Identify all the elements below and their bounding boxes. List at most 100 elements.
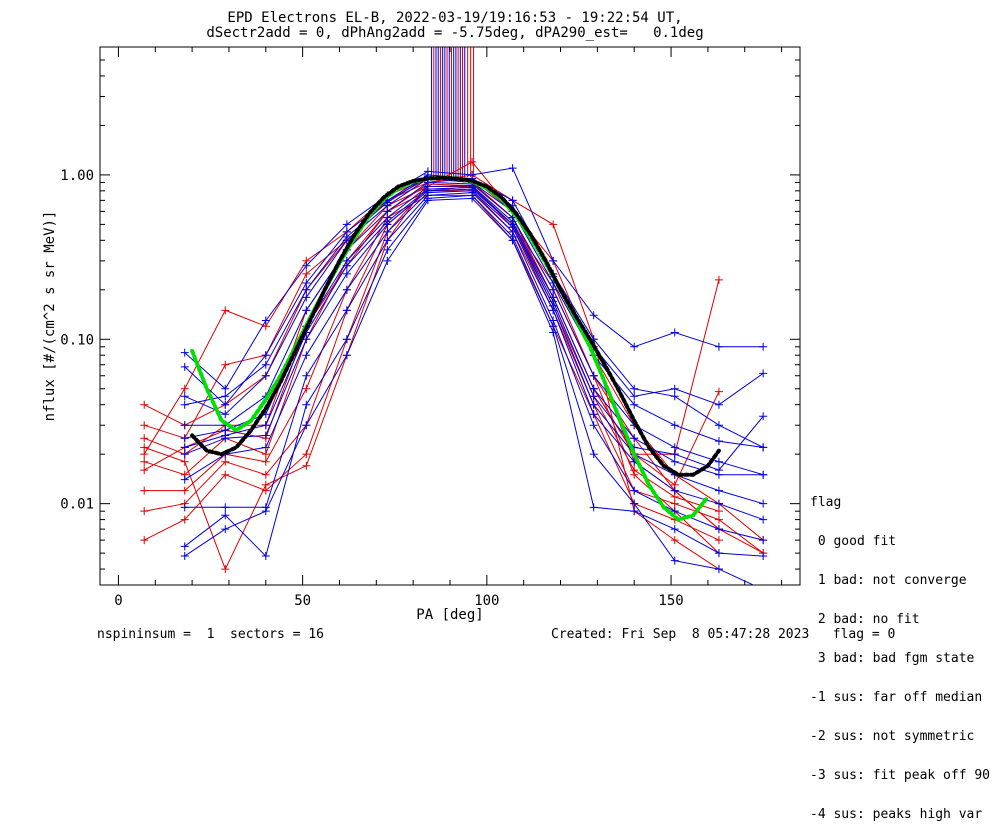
data-point-marker — [589, 421, 598, 430]
data-point-marker — [670, 443, 679, 452]
data-point-marker — [589, 400, 598, 409]
data-point-marker — [221, 457, 230, 466]
data-point-marker — [342, 285, 351, 294]
data-point-marker — [180, 503, 189, 512]
data-point-marker — [670, 536, 679, 545]
data-point-marker — [302, 261, 311, 270]
series-line — [184, 167, 764, 390]
data-point-marker — [714, 421, 723, 430]
data-point-marker — [759, 536, 768, 545]
data-point-marker — [670, 328, 679, 337]
data-point-marker — [714, 466, 723, 475]
black-fit-curve — [190, 175, 721, 477]
data-point-marker — [221, 503, 230, 512]
data-point-marker — [714, 515, 723, 524]
data-point-marker — [759, 412, 768, 421]
data-point-marker — [549, 328, 558, 337]
data-point-marker — [630, 466, 639, 475]
data-point-marker — [630, 486, 639, 495]
data-point-marker — [140, 466, 149, 475]
x-tick-label: 150 — [658, 593, 683, 609]
data-point-marker — [302, 278, 311, 287]
data-point-marker — [508, 236, 517, 245]
data-point-marker — [221, 525, 230, 534]
x-tick-label: 0 — [114, 593, 122, 609]
data-point-marker — [670, 556, 679, 565]
data-point-marker — [221, 360, 230, 369]
x-tick-label: 50 — [294, 593, 311, 609]
data-point-marker — [261, 360, 270, 369]
data-point-marker — [221, 511, 230, 520]
data-point-marker — [670, 450, 679, 459]
y-tick-label: 0.10 — [60, 332, 94, 348]
data-point-marker — [180, 384, 189, 393]
data-point-marker — [180, 475, 189, 484]
series-line — [144, 185, 720, 554]
data-point-marker — [589, 311, 598, 320]
data-point-marker — [342, 220, 351, 229]
legend-item: -2 sus: not symmetric — [810, 729, 975, 744]
data-point-marker — [714, 437, 723, 446]
plot-area: 0 50 100 150 0.01 0.10 1.00 PA [deg] nflux [#/… — [42, 46, 801, 623]
axis-ticks: 0 50 100 150 0.01 0.10 1.00 — [60, 46, 800, 609]
data-point-marker — [714, 387, 723, 396]
y-tick-label: 0.01 — [60, 497, 94, 513]
data-point-marker — [261, 421, 270, 430]
data-point-marker — [714, 275, 723, 284]
data-point-marker — [302, 421, 311, 430]
data-point-marker — [714, 486, 723, 495]
data-point-marker — [630, 507, 639, 516]
data-point-marker — [630, 400, 639, 409]
data-point-marker — [302, 384, 311, 393]
data-point-marker — [180, 400, 189, 409]
data-point-marker — [261, 371, 270, 380]
data-point-marker — [342, 335, 351, 344]
data-point-marker — [670, 499, 679, 508]
data-point-marker — [549, 306, 558, 315]
data-point-marker — [140, 400, 149, 409]
data-point-marker — [670, 486, 679, 495]
data-point-marker — [302, 269, 311, 278]
data-point-marker — [714, 342, 723, 351]
data-point-marker — [302, 306, 311, 315]
series-line — [184, 197, 764, 557]
legend-item: 0 good fit — [810, 534, 897, 549]
data-point-marker — [508, 164, 517, 173]
data-point-marker — [630, 392, 639, 401]
data-point-marker — [670, 525, 679, 534]
data-point-marker — [759, 515, 768, 524]
data-point-marker — [759, 443, 768, 452]
data-point-marker — [180, 434, 189, 443]
y-axis-label: nflux [#/(cm^2 s sr MeV)] — [42, 211, 58, 422]
data-point-marker — [221, 431, 230, 440]
data-point-marker — [759, 552, 768, 561]
data-point-marker — [468, 194, 477, 203]
data-point-marker — [589, 503, 598, 512]
data-point-marker — [549, 220, 558, 229]
data-point-marker — [589, 371, 598, 380]
data-point-marker — [589, 392, 598, 401]
legend-item: 3 bad: bad fgm state — [810, 651, 975, 666]
series-line — [143, 178, 764, 554]
legend-item: -4 sus: peaks high var — [810, 807, 983, 822]
data-point-marker — [140, 457, 149, 466]
series-line — [184, 174, 764, 448]
legend-item: -3 sus: fit peak off 90 — [810, 768, 991, 783]
data-point-marker — [630, 342, 639, 351]
data-point-marker — [302, 450, 311, 459]
data-point-marker — [302, 351, 311, 360]
data-point-marker — [342, 261, 351, 270]
data-point-marker — [383, 198, 392, 207]
data-point-marker — [759, 499, 768, 508]
data-point-marker — [630, 384, 639, 393]
data-point-marker — [140, 434, 149, 443]
series-line — [184, 186, 764, 471]
data-point-marker — [670, 384, 679, 393]
data-point-marker — [342, 269, 351, 278]
data-point-marker — [383, 217, 392, 226]
data-point-marker — [549, 256, 558, 265]
data-point-marker — [221, 565, 230, 574]
data-point-marker — [261, 470, 270, 479]
data-point-marker — [302, 371, 311, 380]
data-point-marker — [383, 236, 392, 245]
